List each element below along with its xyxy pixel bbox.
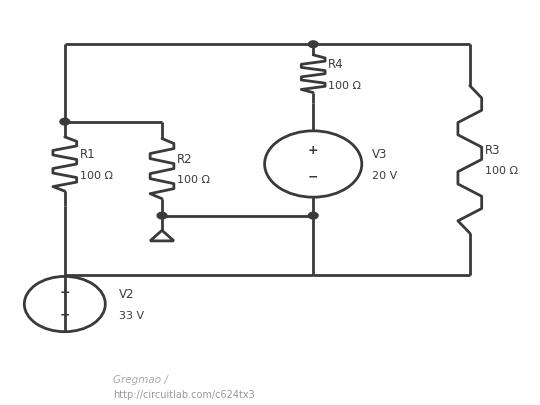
Text: R1: R1 <box>80 148 96 161</box>
Text: V2: V2 <box>119 288 134 301</box>
Text: R2: R2 <box>177 153 193 166</box>
Text: 100 Ω: 100 Ω <box>80 171 113 181</box>
Text: −: − <box>59 309 70 322</box>
Text: —∼—◼—LAB: —∼—◼—LAB <box>16 390 76 399</box>
Text: V3: V3 <box>372 148 387 161</box>
Text: R3: R3 <box>485 144 501 157</box>
Text: circuit analysis: circuit analysis <box>176 375 264 385</box>
Text: 20 V: 20 V <box>372 171 397 181</box>
Circle shape <box>60 118 70 125</box>
Text: +: + <box>308 144 319 157</box>
Text: 100 Ω: 100 Ω <box>177 175 210 185</box>
Text: R4: R4 <box>328 58 344 71</box>
Text: Gregmao /: Gregmao / <box>113 375 172 385</box>
Circle shape <box>308 212 318 219</box>
Text: CIRCUIT: CIRCUIT <box>16 375 66 384</box>
Text: +: + <box>59 286 70 299</box>
Circle shape <box>308 41 318 47</box>
Circle shape <box>157 212 167 219</box>
Text: −: − <box>308 171 319 184</box>
Text: 33 V: 33 V <box>119 311 144 321</box>
Text: 100 Ω: 100 Ω <box>328 81 361 90</box>
Text: 100 Ω: 100 Ω <box>485 166 518 176</box>
Text: http://circuitlab.com/c624tx3: http://circuitlab.com/c624tx3 <box>113 390 255 400</box>
